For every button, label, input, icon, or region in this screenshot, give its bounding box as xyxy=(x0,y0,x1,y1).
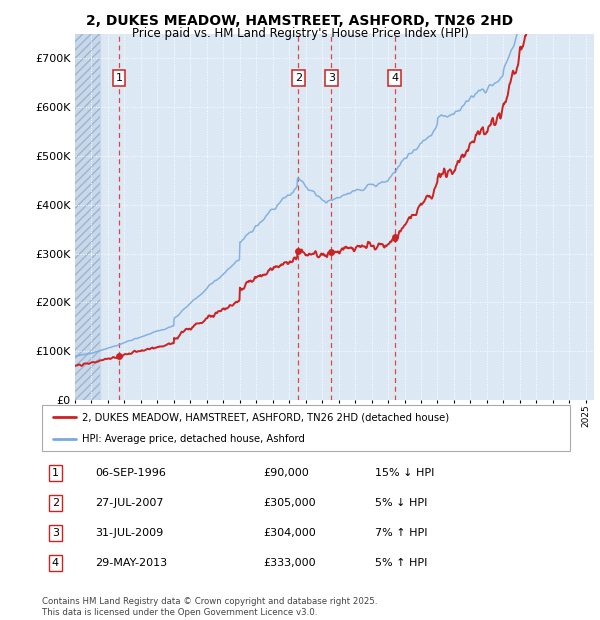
Text: Price paid vs. HM Land Registry's House Price Index (HPI): Price paid vs. HM Land Registry's House … xyxy=(131,27,469,40)
Text: 1: 1 xyxy=(52,468,59,479)
Text: £90,000: £90,000 xyxy=(264,468,310,479)
Text: 3: 3 xyxy=(52,528,59,538)
Text: £333,000: £333,000 xyxy=(264,558,316,568)
Text: 27-JUL-2007: 27-JUL-2007 xyxy=(95,498,163,508)
FancyBboxPatch shape xyxy=(42,405,570,451)
Text: 31-JUL-2009: 31-JUL-2009 xyxy=(95,528,163,538)
Text: 29-MAY-2013: 29-MAY-2013 xyxy=(95,558,167,568)
Text: 06-SEP-1996: 06-SEP-1996 xyxy=(95,468,166,479)
Text: £304,000: £304,000 xyxy=(264,528,317,538)
Text: 5% ↓ HPI: 5% ↓ HPI xyxy=(374,498,427,508)
Text: 2: 2 xyxy=(52,498,59,508)
Text: HPI: Average price, detached house, Ashford: HPI: Average price, detached house, Ashf… xyxy=(82,434,304,444)
Text: Contains HM Land Registry data © Crown copyright and database right 2025.
This d: Contains HM Land Registry data © Crown c… xyxy=(42,598,377,617)
Text: 3: 3 xyxy=(328,73,335,83)
Text: 2: 2 xyxy=(295,73,302,83)
Text: 4: 4 xyxy=(52,558,59,568)
Text: 15% ↓ HPI: 15% ↓ HPI xyxy=(374,468,434,479)
Text: 2, DUKES MEADOW, HAMSTREET, ASHFORD, TN26 2HD (detached house): 2, DUKES MEADOW, HAMSTREET, ASHFORD, TN2… xyxy=(82,412,449,422)
Text: 4: 4 xyxy=(391,73,398,83)
Text: £305,000: £305,000 xyxy=(264,498,316,508)
Text: 2, DUKES MEADOW, HAMSTREET, ASHFORD, TN26 2HD: 2, DUKES MEADOW, HAMSTREET, ASHFORD, TN2… xyxy=(86,14,514,28)
Text: 5% ↑ HPI: 5% ↑ HPI xyxy=(374,558,427,568)
Text: 7% ↑ HPI: 7% ↑ HPI xyxy=(374,528,427,538)
Bar xyxy=(75,34,100,400)
Text: 1: 1 xyxy=(115,73,122,83)
Bar xyxy=(75,34,100,400)
